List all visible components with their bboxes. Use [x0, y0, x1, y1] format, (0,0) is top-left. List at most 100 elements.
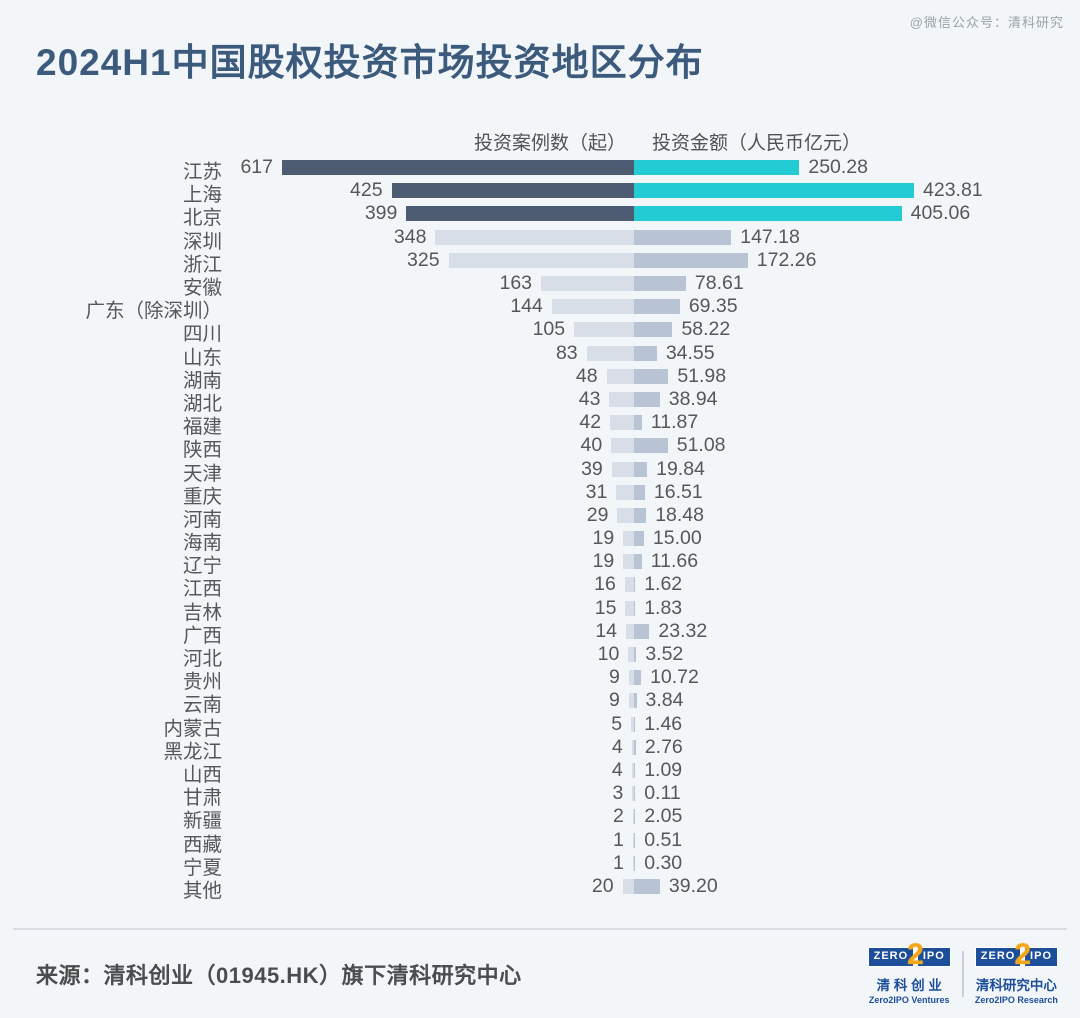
cases-value: 1 [612, 851, 624, 874]
amount-bar [634, 623, 650, 639]
cases-bar [616, 484, 634, 500]
cases-bar [632, 855, 634, 871]
cases-value: 2 [612, 805, 624, 828]
cases-value: 31 [585, 480, 608, 503]
region-row: 广西 14 23.32 [30, 619, 1080, 647]
amount-value: 147.18 [740, 225, 800, 248]
amount-bar [634, 345, 657, 361]
cases-value: 105 [532, 318, 566, 341]
cases-value: 15 [594, 596, 617, 619]
amount-value: 18.48 [655, 503, 705, 526]
region-label: 河南 [182, 508, 222, 531]
cases-value: 5 [611, 712, 623, 735]
cases-bar [611, 461, 634, 477]
legend-cases-label: 投资案例数（起） [473, 133, 626, 154]
cases-value: 9 [609, 689, 620, 712]
region-row: 贵州 9 10.72 [30, 666, 1080, 693]
amount-bar [634, 507, 647, 523]
footer-divider [13, 928, 1067, 930]
amount-bar [634, 484, 645, 500]
amount-value: 39.20 [668, 874, 718, 897]
region-row: 北京 399 405.06 [30, 202, 1080, 229]
cases-bar [611, 438, 634, 454]
region-row: 江苏 617 250.28 [30, 156, 1080, 183]
region-row: 黑龙江 4 2.76 [30, 735, 1080, 763]
region-label: 辽宁 [182, 555, 222, 578]
logo-chinese-name: 清科研究中心 [975, 977, 1057, 993]
cases-bar [624, 577, 634, 593]
amount-bar [634, 368, 669, 384]
cases-value: 39 [581, 457, 603, 480]
amount-value: 2.05 [644, 805, 683, 828]
amount-bar [634, 322, 673, 338]
region-label: 甘肃 [182, 787, 222, 810]
cases-value: 3 [612, 782, 624, 805]
cases-bar [625, 600, 634, 616]
cases-bar [632, 809, 634, 825]
region-label: 内蒙古 [163, 717, 222, 740]
cases-bar [631, 739, 634, 755]
logo-english-name: Zero2IPO Ventures [868, 994, 950, 1005]
amount-value: 423.81 [923, 179, 983, 202]
cases-bar [628, 670, 634, 686]
region-label: 四川 [182, 323, 222, 346]
cases-bar [623, 554, 634, 570]
region-label: 广西 [182, 624, 222, 647]
region-label: 河北 [182, 648, 222, 671]
amount-value: 15.00 [652, 527, 702, 550]
logo-chinese-name: 清 科 创 业 [876, 977, 942, 993]
logo-ipo-box: IPO [916, 947, 951, 967]
cases-bar [610, 415, 634, 431]
footer: 来源：清科创业（01945.HK）旗下清科研究中心 ZERO 2 IPO 清 科 创 … [36, 938, 1058, 1010]
region-label: 吉林 [182, 601, 222, 624]
cases-bar [631, 716, 634, 732]
region-label: 江苏 [182, 161, 222, 184]
cases-value: 4 [611, 758, 623, 781]
chart-rows: 江苏 617 250.28 上海 425 423.81 北京 399 405.06 深圳 348 14… [30, 156, 1080, 902]
cases-bar [586, 345, 634, 361]
cases-value: 10 [597, 643, 620, 666]
region-label: 黑龙江 [163, 740, 222, 763]
amount-value: 23.32 [658, 619, 708, 642]
cases-value: 348 [393, 225, 427, 248]
cases-value: 1 [612, 828, 624, 851]
legend: 投资案例数（起） 投资金额（人民币亿元） [30, 128, 1050, 155]
amount-value: 19.84 [656, 457, 705, 480]
region-row: 陕西 40 51.08 [30, 434, 1080, 461]
amount-bar [634, 577, 636, 593]
region-row: 辽宁 19 11.66 [30, 550, 1080, 577]
cases-value: 144 [510, 295, 543, 318]
region-row: 西藏 1 0.51 [30, 828, 1080, 856]
amount-bar [634, 415, 642, 431]
amount-value: 2.76 [644, 735, 683, 758]
region-label: 广东（除深圳） [85, 300, 222, 323]
region-row: 宁夏 1 0.30 [30, 851, 1080, 879]
cases-bar [574, 322, 634, 338]
cases-bar [626, 623, 634, 639]
amount-bar [634, 670, 642, 686]
amount-value: 16.51 [653, 480, 703, 503]
amount-bar [634, 438, 668, 454]
region-label: 湖北 [182, 392, 222, 415]
cases-value: 4 [611, 735, 623, 758]
cases-bar [606, 368, 634, 384]
amount-value: 1.62 [644, 573, 683, 596]
cases-bar [631, 762, 634, 778]
cases-value: 40 [580, 434, 603, 457]
region-row: 上海 425 423.81 [30, 179, 1080, 206]
cases-bar [551, 299, 634, 315]
amount-value: 1.09 [644, 758, 683, 781]
amount-bar [634, 461, 648, 477]
region-row: 深圳 348 147.18 [30, 225, 1080, 253]
cases-bar [406, 206, 634, 222]
cases-bar [632, 832, 634, 848]
amount-bar [634, 276, 686, 292]
region-label: 陕西 [182, 439, 222, 462]
amount-bar [634, 762, 636, 778]
region-row: 江西 16 1.62 [30, 573, 1080, 600]
cases-bar [391, 183, 634, 199]
region-row: 河南 29 18.48 [30, 503, 1080, 531]
amount-bar [634, 716, 636, 732]
region-row: 浙江 325 172.26 [30, 249, 1080, 276]
region-label: 山东 [182, 346, 222, 369]
